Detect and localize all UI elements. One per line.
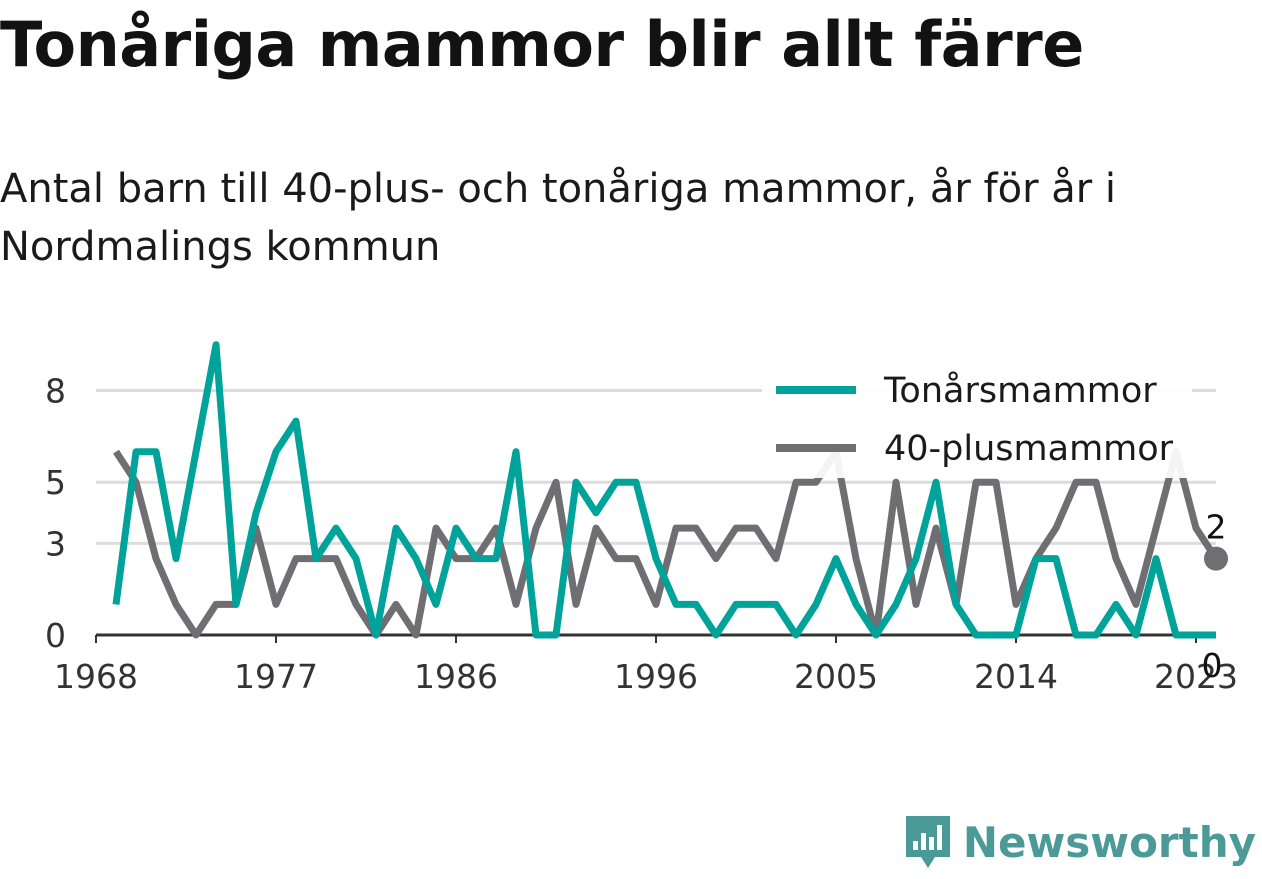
end-labels: 20 <box>1202 508 1228 685</box>
newsworthy-logo-icon <box>905 816 950 868</box>
legend-label: 40-plusmammor <box>884 429 1174 469</box>
x-tick-label: 1977 <box>234 657 318 696</box>
newsworthy-brand[interactable]: Newsworthy <box>903 813 1256 871</box>
legend-label: Tonårsmammor <box>883 370 1157 411</box>
y-tick-label: 8 <box>45 372 66 411</box>
brand-name: Newsworthy <box>962 817 1256 867</box>
x-tick-label: 1968 <box>54 657 138 696</box>
y-tick-label: 5 <box>45 463 66 502</box>
end-value-label: 2 <box>1206 508 1227 547</box>
chart-subtitle: Antal barn till 40-plus- och tonåriga ma… <box>0 166 1117 270</box>
x-tick-label: 1986 <box>414 657 498 696</box>
end-value-label: 0 <box>1202 646 1223 685</box>
x-tick-label: 2005 <box>794 657 878 696</box>
end-marker <box>1204 546 1228 571</box>
x-tick-label: 2014 <box>974 657 1058 696</box>
line-chart: 0 3 5 8 1968 1977 1986 1996 2005 2014 2023 Tonårs… <box>45 341 1238 696</box>
y-tick-label: 3 <box>45 524 66 563</box>
x-axis-ticks: 1968 1977 1986 1996 2005 2014 2023 <box>54 635 1238 696</box>
series-lines <box>112 341 1219 639</box>
y-tick-label: 0 <box>45 616 66 655</box>
y-axis-ticks: 0 3 5 8 <box>45 372 66 655</box>
legend: Tonårsmammor 40-plusmammor <box>762 370 1192 478</box>
x-tick-label: 2023 <box>1154 657 1238 696</box>
chart-title: Tonåriga mammor blir allt färre <box>0 8 1084 81</box>
series-line-tonårsmammor <box>112 341 1216 639</box>
x-tick-label: 1996 <box>614 657 698 696</box>
